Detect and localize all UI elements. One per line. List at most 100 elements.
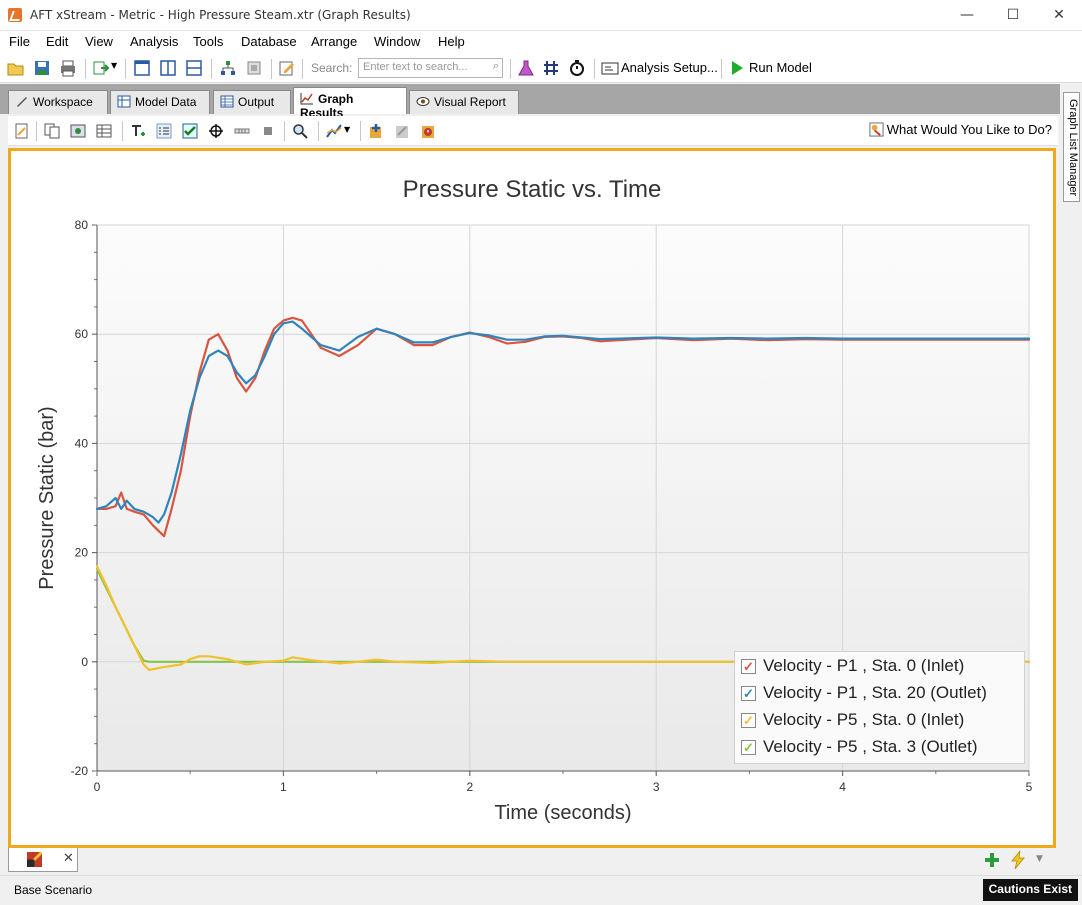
run-model-button[interactable]: Run Model: [749, 60, 812, 75]
lightning-icon[interactable]: [1010, 851, 1026, 869]
copy-icon[interactable]: [44, 123, 60, 139]
grid-hash-icon[interactable]: [542, 59, 560, 77]
y-axis-label: Pressure Static (bar): [36, 406, 58, 589]
chart-legend: ✓ Velocity - P1 , Sta. 0 (Inlet) ✓ Veloc…: [734, 651, 1025, 764]
menu-database[interactable]: Database: [241, 34, 297, 49]
menu-arrange[interactable]: Arrange: [311, 34, 358, 49]
crosshair-icon[interactable]: [208, 123, 224, 139]
graph-tab[interactable]: ✕: [8, 848, 78, 872]
search-placeholder: Enter text to search...: [363, 61, 468, 73]
status-bar: Base Scenario Cautions Exist: [0, 875, 1082, 905]
graph-results-icon: [300, 93, 313, 105]
x-tick-label: 0: [94, 780, 101, 794]
curve-style-icon[interactable]: [326, 123, 342, 139]
x-tick-label: 3: [653, 780, 660, 794]
close-graph-tab-icon[interactable]: ✕: [63, 851, 74, 866]
search-icon[interactable]: ⌕: [492, 60, 499, 72]
y-tick-label: 0: [81, 655, 88, 669]
tab-output[interactable]: Output: [213, 90, 291, 114]
x-tick-label: 1: [280, 780, 287, 794]
analysis-setup-button[interactable]: Analysis Setup...: [621, 60, 718, 75]
close-button[interactable]: ✕: [1053, 7, 1065, 23]
menu-file[interactable]: File: [9, 34, 30, 49]
legend-toggle-icon[interactable]: [156, 123, 172, 139]
x-tick-label: 2: [466, 780, 473, 794]
search-label: Search:: [311, 61, 353, 75]
open-folder-icon[interactable]: [7, 59, 25, 77]
tab-workspace-label: Workspace: [33, 95, 93, 109]
legend-checkbox[interactable]: ✓: [741, 686, 756, 701]
stop-icon[interactable]: [260, 123, 276, 139]
data-table-icon[interactable]: [96, 123, 112, 139]
tab-model-data-label: Model Data: [135, 95, 197, 109]
dropdown-arrow-icon[interactable]: ▼: [111, 61, 118, 70]
what-would-you-like-button[interactable]: What Would You Like to Do?: [869, 122, 1052, 137]
eye-icon: [416, 97, 430, 106]
vertical-split-icon[interactable]: [159, 59, 177, 77]
graph-list-manager-tab[interactable]: Graph List Manager: [1063, 92, 1080, 202]
zoom-icon[interactable]: [292, 123, 308, 139]
edit-notes-icon[interactable]: [278, 59, 296, 77]
stopwatch-icon[interactable]: [568, 59, 586, 77]
maximize-button[interactable]: ☐: [1006, 7, 1020, 23]
title-bar: AFT xStream - Metric - High Pressure Ste…: [0, 0, 1082, 31]
search-input[interactable]: Enter text to search... ⌕: [358, 58, 503, 78]
cautions-badge[interactable]: Cautions Exist: [982, 879, 1078, 901]
warning-graph-icon[interactable]: [420, 123, 436, 139]
tab-graph-results[interactable]: Graph Results: [293, 87, 407, 120]
checkbox-checked-icon[interactable]: [182, 123, 198, 139]
run-play-icon[interactable]: [728, 59, 746, 77]
flask-icon[interactable]: [517, 59, 535, 77]
save-graph-icon[interactable]: [70, 123, 86, 139]
legend-label: Velocity - P1 , Sta. 0 (Inlet): [763, 656, 965, 675]
output-table-icon: [220, 95, 234, 108]
legend-label: Velocity - P5 , Sta. 3 (Outlet): [763, 737, 978, 756]
legend-checkbox[interactable]: ✓: [741, 713, 756, 728]
graph-thumbnail-icon: [27, 852, 42, 867]
minimize-button[interactable]: —: [960, 7, 974, 23]
analysis-setup-icon[interactable]: [601, 59, 619, 77]
scenario-name: Base Scenario: [14, 883, 93, 897]
single-pane-icon[interactable]: [133, 59, 151, 77]
menu-bar: File Edit View Analysis Tools Database A…: [0, 31, 1082, 53]
legend-label: Velocity - P1 , Sta. 20 (Outlet): [763, 683, 987, 702]
graph-control-icon[interactable]: [14, 123, 30, 139]
tab-model-data[interactable]: Model Data: [110, 90, 210, 114]
graph-frame: Pressure Static vs. Time 0 1 2 3 4 5 -20 0 20 40 6…: [8, 148, 1056, 848]
main-toolbar: ▼ Search: Enter text to search... ⌕ Anal…: [0, 53, 1082, 83]
save-icon[interactable]: [33, 59, 51, 77]
what-would-you-like-label: What Would You Like to Do?: [886, 122, 1052, 137]
add-text-icon[interactable]: [130, 123, 146, 139]
more-chevron-icon[interactable]: ▼: [1036, 854, 1043, 864]
network-tree-icon[interactable]: [219, 59, 237, 77]
legend-checkbox[interactable]: ✓: [741, 740, 756, 755]
horizontal-slider-icon[interactable]: [234, 123, 250, 139]
tab-workspace[interactable]: Workspace: [8, 90, 108, 114]
menu-edit[interactable]: Edit: [46, 34, 69, 49]
add-graph-icon[interactable]: [368, 123, 384, 139]
curve-dropdown-icon[interactable]: ▼: [344, 125, 351, 134]
menu-window[interactable]: Window: [374, 34, 421, 49]
menu-view[interactable]: View: [85, 34, 113, 49]
layout-icon[interactable]: [245, 59, 263, 77]
menu-tools[interactable]: Tools: [193, 34, 224, 49]
right-sidebar: Graph List Manager: [1060, 84, 1082, 879]
menu-help[interactable]: Help: [438, 34, 465, 49]
window-title: AFT xStream - Metric - High Pressure Ste…: [30, 8, 411, 22]
chart-title: Pressure Static vs. Time: [402, 176, 662, 203]
x-tick-label: 4: [839, 780, 846, 794]
series-line-0: [95, 316, 1031, 538]
disabled-graph-icon[interactable]: [394, 123, 410, 139]
legend-label: Velocity - P5 , Sta. 0 (Inlet): [763, 710, 965, 729]
tab-visual-report[interactable]: Visual Report: [409, 90, 519, 114]
y-tick-label: 40: [75, 436, 89, 450]
tab-output-label: Output: [238, 95, 275, 109]
legend-checkbox[interactable]: ✓: [741, 659, 756, 674]
print-icon[interactable]: [59, 59, 77, 77]
export-icon[interactable]: [92, 59, 110, 77]
y-tick-label: 60: [75, 327, 89, 341]
add-plus-icon[interactable]: [984, 852, 1000, 868]
horizontal-split-icon[interactable]: [185, 59, 203, 77]
x-axis-label: Time (seconds): [494, 802, 631, 824]
menu-analysis[interactable]: Analysis: [130, 34, 179, 49]
